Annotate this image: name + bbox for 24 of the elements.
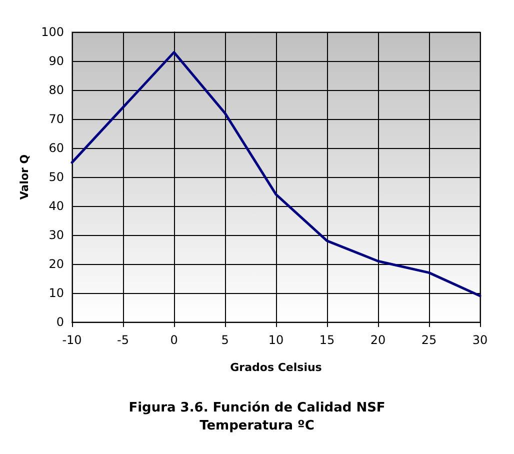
y-tick-label: 80 — [48, 83, 64, 97]
x-tick-label: 30 — [472, 333, 488, 347]
y-tick-label: 20 — [48, 257, 64, 271]
x-tick-label: 5 — [221, 333, 229, 347]
y-axis-title: Valor Q — [18, 154, 32, 200]
x-tick-label: -5 — [117, 333, 129, 347]
y-tick-label: 90 — [48, 54, 64, 68]
y-tick-label: 70 — [48, 112, 64, 126]
y-tick-label: 30 — [48, 228, 64, 242]
x-tick-label: 10 — [268, 333, 284, 347]
text: Figura 3.6. Función de Calidad NSF Temperatura ºC — [128, 400, 386, 434]
x-tick-label: -10 — [62, 333, 82, 347]
x-axis-title: Grados Celsius — [230, 361, 322, 374]
y-tick-label: 60 — [48, 141, 64, 155]
y-tick-label: 50 — [48, 170, 64, 184]
x-tick-label: 0 — [170, 333, 178, 347]
y-tick-label: 40 — [48, 199, 64, 213]
y-tick-label: 0 — [56, 315, 64, 329]
x-tick-label: 15 — [319, 333, 335, 347]
x-tick-label: 25 — [421, 333, 437, 347]
line-series — [70, 51, 482, 298]
y-tick-label: 10 — [48, 286, 64, 300]
x-tick-label: 20 — [370, 333, 386, 347]
y-tick-label: 100 — [41, 25, 64, 39]
